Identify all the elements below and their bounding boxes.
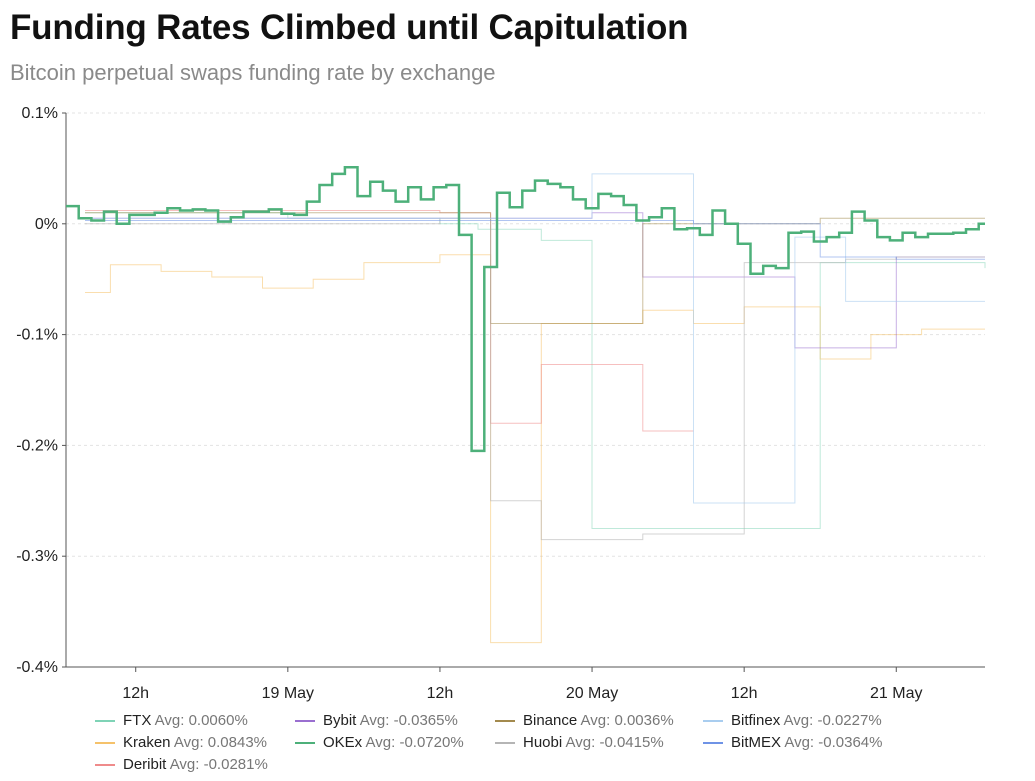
legend-series-avg: Avg: -0.0365% [359,712,458,729]
y-tick-label: 0% [35,216,58,233]
series-line-huobi [85,217,985,541]
legend-item-deribit[interactable]: Deribit Avg: -0.0281% [95,756,268,773]
legend-series-name: Kraken [123,734,174,751]
chart-title: Funding Rates Climbed until Capitulation [10,8,689,47]
x-tick-label: 12h [122,685,149,702]
x-tick-label: 12h [427,685,454,702]
y-tick-label: -0.4% [16,659,58,676]
legend-series-name: Bybit [323,712,360,729]
legend-series-name: Deribit [123,756,170,773]
legend-swatch [95,720,115,723]
legend-swatch [95,742,115,745]
y-tick-label: -0.2% [16,437,58,454]
legend-item-bitmex[interactable]: BitMEX Avg: -0.0364% [703,734,882,751]
legend-swatch [703,720,723,723]
legend-series-avg: Avg: -0.0281% [169,756,268,773]
x-tick-label: 12h [731,685,758,702]
legend-swatch [495,720,515,723]
legend-swatch [703,742,723,745]
axes: 0.1% 0% -0.1% -0.2% -0.3% -0.4% 12h 19 May 12h 20… [16,105,985,702]
legend-series-name: BitMEX [731,734,785,751]
legend-series-avg: Avg: -0.0227% [783,712,882,729]
legend-series-avg: Avg: -0.0415% [565,734,664,751]
series-line-bitmex [85,220,985,260]
legend-swatch [495,742,515,745]
legend-series-name: Huobi [523,734,566,751]
legend-series-avg: Avg: 0.0036% [580,712,674,729]
legend-series-avg: Avg: 0.0060% [154,712,248,729]
y-tick-label: 0.1% [22,105,58,122]
series-line-okex [66,166,985,453]
legend-series-avg: Avg: -0.0720% [365,734,464,751]
x-tick-label: 21 May [870,685,922,702]
legend-item-okex[interactable]: OKEx Avg: -0.0720% [295,734,464,751]
series-line-deribit [85,210,694,432]
funding-rate-chart: 0.1% 0% -0.1% -0.2% -0.3% -0.4% 12h 19 May 12h 20… [16,105,986,702]
legend-swatch [295,742,315,745]
legend-item-bybit[interactable]: Bybit Avg: -0.0365% [295,712,458,729]
legend-item-kraken[interactable]: Kraken Avg: 0.0843% [95,734,267,751]
series-line-ftx [85,212,986,529]
series-line-bitfinex [85,173,985,504]
legend-item-bitfinex[interactable]: Bitfinex Avg: -0.0227% [703,712,882,729]
legend-item-huobi[interactable]: Huobi Avg: -0.0415% [495,734,664,751]
legend-series-name: Bitfinex [731,712,784,729]
y-tick-label: -0.3% [16,548,58,565]
legend-series-avg: Avg: 0.0843% [173,734,268,751]
legend-item-ftx[interactable]: FTX Avg: 0.0060% [95,712,248,729]
y-tick-label: -0.1% [16,327,58,344]
series-line-binance [85,212,985,324]
x-tick-label: 20 May [566,685,618,702]
grid-lines [66,112,985,668]
legend-swatch [95,764,115,767]
legend-series-name: Binance [523,712,581,729]
legend-series-name: OKEx [323,734,366,751]
legend-swatch [295,720,315,723]
series-lines [66,166,986,644]
legend-item-binance[interactable]: Binance Avg: 0.0036% [495,712,674,729]
series-line-kraken [85,254,985,644]
chart-subtitle: Bitcoin perpetual swaps funding rate by … [10,60,496,85]
legend-series-name: FTX [123,712,155,729]
x-tick-label: 19 May [262,685,314,702]
legend-series-avg: Avg: -0.0364% [784,734,883,751]
